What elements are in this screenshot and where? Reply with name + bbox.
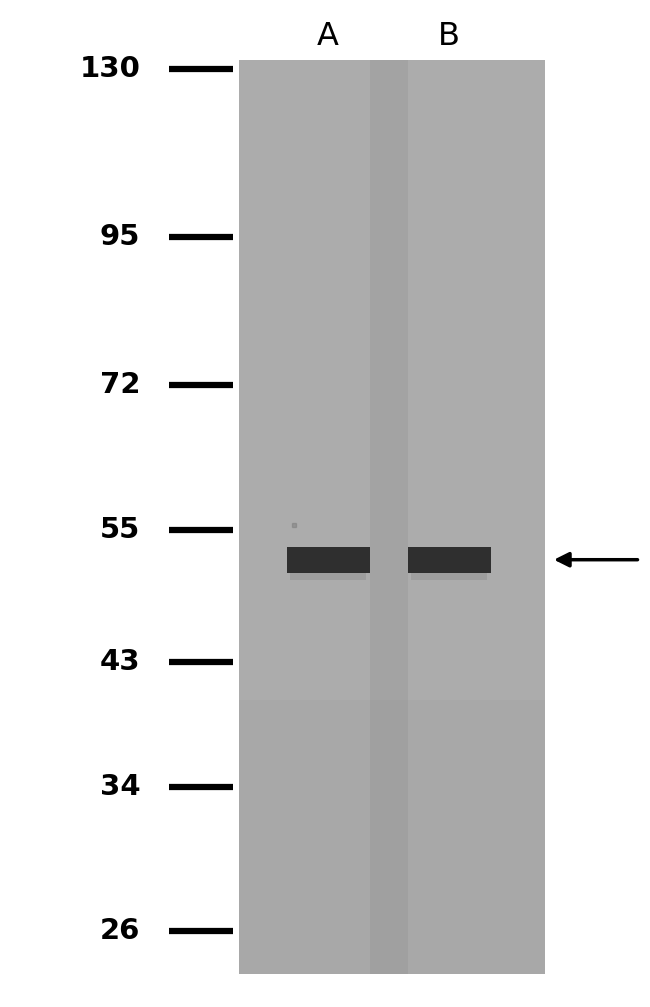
Text: 55: 55 — [100, 516, 140, 544]
Text: 34: 34 — [99, 773, 140, 802]
Text: 95: 95 — [100, 223, 140, 251]
Text: 72: 72 — [99, 372, 140, 400]
Text: 26: 26 — [100, 917, 140, 946]
Bar — [239, 60, 545, 700]
Text: B: B — [438, 21, 460, 52]
Bar — [411, 572, 488, 580]
Bar — [408, 547, 491, 573]
Bar — [290, 572, 367, 580]
Text: 130: 130 — [79, 54, 140, 83]
Bar — [239, 60, 545, 974]
Text: A: A — [317, 21, 339, 52]
Text: 43: 43 — [99, 648, 140, 676]
Bar — [287, 547, 370, 573]
Bar — [370, 60, 408, 974]
